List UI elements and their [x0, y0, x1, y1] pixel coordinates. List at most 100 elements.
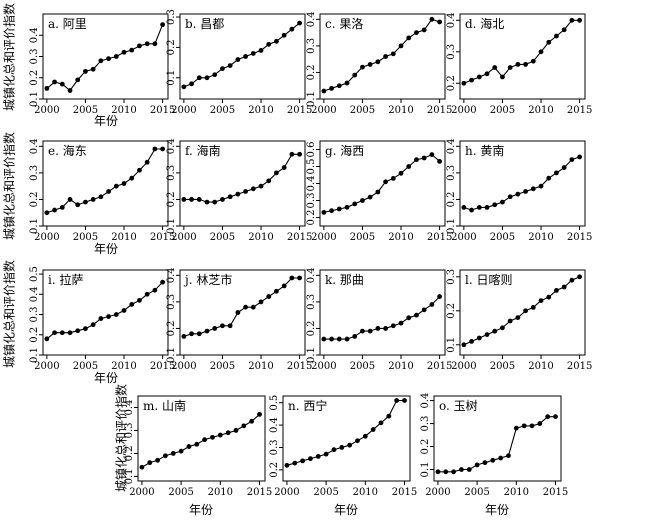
data-point	[67, 330, 73, 336]
data-point	[106, 314, 111, 319]
x-tick-label: 2015	[427, 105, 452, 116]
data-point	[227, 323, 233, 329]
data-point	[144, 291, 150, 297]
data-point	[250, 304, 256, 310]
data-point	[515, 61, 521, 67]
data-point	[243, 54, 248, 59]
data-point	[137, 297, 142, 303]
panel-6: f. 海南 2000 2005 2010 2015 0.1 0.2 0.3 0.4	[166, 138, 312, 243]
data-point	[217, 432, 223, 438]
data-point	[52, 207, 57, 213]
y-tick-label: 0.4	[166, 138, 177, 154]
x-axis-label: 年份	[94, 371, 118, 385]
data-point	[204, 75, 210, 81]
panel-2: b. 昌都 2000 2005 2010 2015 0.1 0.2 0.3	[166, 9, 312, 116]
data-point	[281, 283, 287, 289]
data-point	[160, 146, 165, 152]
data-point	[546, 294, 552, 300]
data-point	[329, 85, 334, 91]
y-tick-label: 0.4	[446, 138, 457, 154]
data-point	[258, 48, 264, 53]
data-point	[121, 181, 127, 186]
x-tick-label: 2005	[350, 361, 375, 372]
y-tick-label: 0.1	[124, 468, 135, 484]
data-point	[152, 287, 158, 293]
data-point	[243, 189, 248, 194]
data-point	[243, 304, 248, 310]
x-tick-label: 2005	[464, 487, 489, 498]
y-tick-label: 0.5	[269, 395, 280, 411]
data-point	[297, 275, 302, 281]
panel-11: k. 那曲 2000 2005 2010 2015 0.1 0.2 0.3 0.4	[306, 267, 452, 372]
y-tick-label: 0.4	[420, 393, 431, 409]
y-tick-label: 0.5	[29, 266, 40, 282]
x-tick-label: 2015	[287, 361, 312, 372]
data-point	[194, 441, 200, 447]
data-point	[266, 294, 272, 299]
series-line	[323, 153, 440, 213]
x-tick-label: 2015	[150, 361, 175, 372]
data-point	[347, 442, 353, 448]
series-line	[183, 153, 300, 203]
data-point	[212, 72, 218, 78]
data-point	[406, 35, 412, 41]
data-point	[530, 305, 536, 310]
data-point	[421, 155, 427, 161]
y-tick-label: 0.6	[306, 142, 317, 158]
data-point	[561, 165, 567, 170]
data-point	[137, 43, 142, 49]
data-point	[375, 59, 381, 65]
y-tick-label: 0.3	[166, 9, 177, 25]
data-point	[144, 41, 150, 47]
data-point	[331, 447, 337, 453]
series-line	[437, 416, 556, 473]
y-tick-label: 0.3	[306, 193, 317, 209]
x-tick-label: 2000	[171, 361, 196, 372]
data-point	[390, 323, 396, 329]
data-point	[437, 159, 442, 164]
data-point	[250, 186, 256, 192]
y-tick-label: 0.2	[446, 303, 457, 319]
panel-10: j. 林芝市 2000 2005 2010 2015 0.1 0.2 0.3 0.4	[166, 267, 312, 372]
data-point	[482, 460, 488, 466]
data-point	[435, 469, 441, 475]
data-point	[390, 51, 396, 57]
x-tick-label: 2005	[210, 361, 235, 372]
panel-frame	[319, 269, 446, 356]
data-point	[492, 65, 498, 70]
y-tick-label: 0.2	[420, 439, 431, 455]
data-point	[484, 332, 490, 337]
x-axis-label: 年份	[94, 242, 118, 256]
data-point	[546, 39, 552, 45]
y-tick-label: 0.2	[124, 445, 135, 461]
data-point	[336, 83, 342, 89]
y-tick-label: 0.3	[29, 307, 40, 323]
data-point	[181, 84, 187, 90]
data-point	[160, 279, 165, 285]
data-point	[406, 315, 412, 321]
y-tick-label: 0.3	[446, 165, 457, 181]
panel-frame	[459, 13, 586, 100]
data-point	[137, 167, 142, 173]
data-point	[375, 189, 381, 195]
y-tick-label: 0.2	[446, 75, 457, 91]
y-tick-label: 0.1	[29, 218, 40, 234]
data-point	[429, 16, 435, 22]
data-point	[414, 312, 419, 318]
data-point	[212, 199, 218, 205]
data-point	[44, 85, 50, 91]
data-point	[321, 336, 327, 342]
data-point	[577, 274, 582, 280]
series-line	[46, 281, 163, 340]
y-tick-label: 0.4	[29, 138, 40, 154]
data-point	[344, 80, 350, 86]
data-point	[59, 330, 65, 336]
panel-title: h. 黄南	[465, 143, 504, 158]
data-point	[398, 43, 404, 49]
data-point	[281, 32, 287, 38]
data-point	[461, 205, 467, 210]
x-tick-label: 2000	[34, 105, 59, 116]
data-point	[554, 288, 559, 293]
x-tick-label: 2005	[210, 105, 235, 116]
data-point	[398, 170, 404, 176]
